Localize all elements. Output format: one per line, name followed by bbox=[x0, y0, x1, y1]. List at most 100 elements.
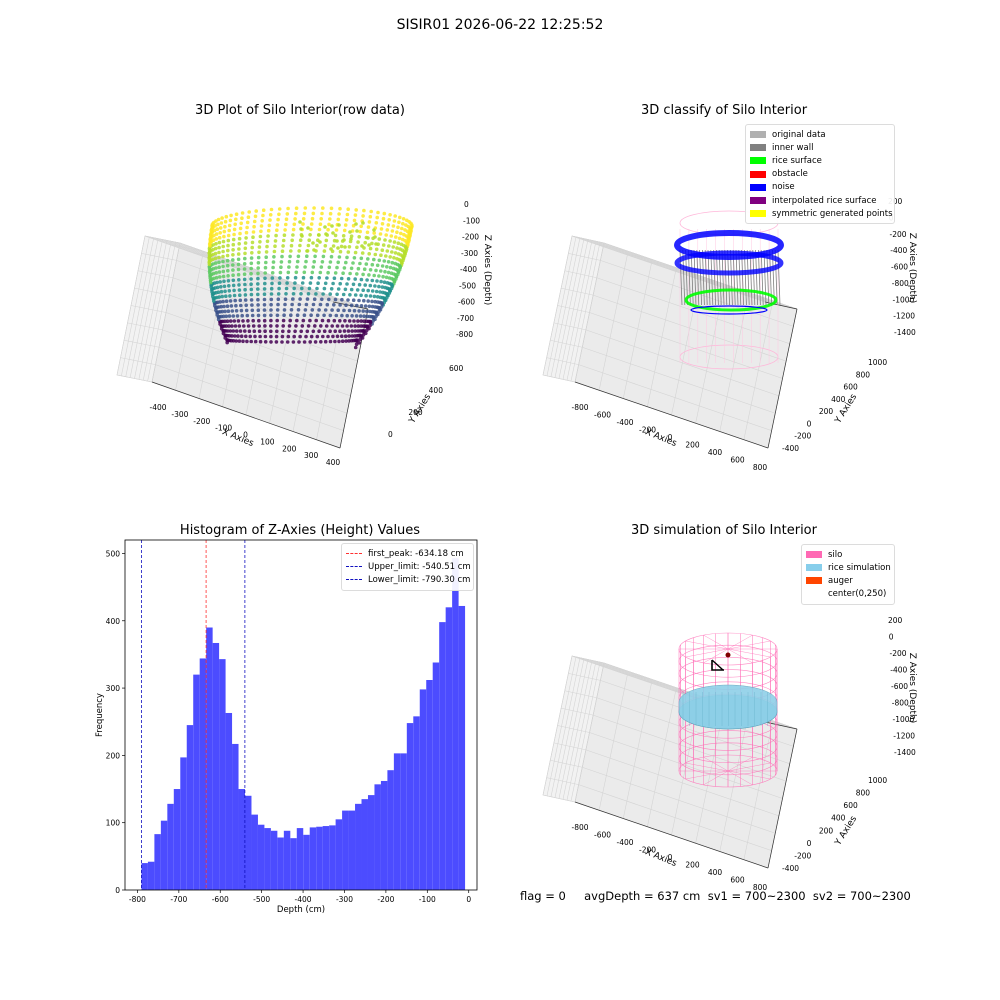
data-point bbox=[366, 299, 371, 303]
data-point bbox=[370, 289, 375, 293]
histogram-bar bbox=[283, 830, 291, 890]
x-tick-label: 200 bbox=[685, 441, 700, 450]
data-point bbox=[244, 308, 249, 313]
data-point bbox=[308, 340, 313, 344]
data-point bbox=[340, 334, 344, 339]
legend-swatch bbox=[806, 564, 822, 572]
data-point bbox=[371, 319, 375, 323]
data-point bbox=[250, 240, 255, 245]
data-point bbox=[272, 249, 277, 254]
data-point bbox=[361, 309, 366, 313]
grid-line bbox=[564, 690, 597, 699]
data-point bbox=[231, 253, 235, 257]
data-point bbox=[212, 299, 216, 303]
data-point bbox=[283, 297, 288, 302]
data-point bbox=[338, 206, 342, 211]
histogram-bar bbox=[426, 680, 433, 890]
data-point bbox=[374, 247, 379, 252]
grid-line bbox=[593, 294, 787, 362]
data-point bbox=[306, 324, 311, 328]
data-point bbox=[295, 265, 299, 269]
inner-wall-points bbox=[699, 249, 702, 306]
data-point bbox=[265, 239, 270, 244]
legend-swatch bbox=[750, 170, 766, 178]
inner-wall-points bbox=[760, 249, 764, 306]
histogram-bar bbox=[342, 810, 349, 890]
data-point bbox=[387, 218, 392, 222]
data-point bbox=[355, 288, 360, 292]
data-point bbox=[255, 287, 260, 291]
data-point bbox=[302, 211, 307, 216]
data-point bbox=[254, 209, 258, 213]
data-point bbox=[364, 293, 368, 298]
data-point bbox=[293, 217, 297, 221]
data-point bbox=[290, 302, 294, 307]
data-point bbox=[366, 288, 371, 293]
data-point bbox=[225, 263, 230, 268]
y-tick-label: 600 bbox=[843, 383, 858, 392]
data-point bbox=[218, 226, 223, 230]
data-point bbox=[354, 208, 359, 212]
data-point bbox=[293, 275, 298, 280]
y-tick-label: 400 bbox=[831, 814, 846, 823]
data-point bbox=[326, 270, 330, 275]
data-point bbox=[245, 225, 249, 230]
data-point bbox=[389, 271, 394, 276]
data-point bbox=[234, 217, 238, 222]
data-point bbox=[209, 230, 214, 234]
legend-item: symmetric generated points bbox=[750, 207, 893, 220]
data-point bbox=[242, 272, 247, 277]
data-point bbox=[256, 255, 261, 260]
data-point bbox=[379, 227, 384, 231]
data-point bbox=[221, 244, 225, 249]
x-tick-label: -800 bbox=[129, 895, 146, 904]
data-point bbox=[243, 246, 248, 251]
data-point bbox=[234, 339, 239, 343]
data-point bbox=[344, 218, 349, 222]
data-point bbox=[346, 250, 351, 254]
data-point bbox=[353, 345, 358, 350]
data-point bbox=[363, 304, 368, 308]
legend-label: noise bbox=[772, 182, 795, 193]
data-point bbox=[233, 324, 238, 328]
data-point bbox=[306, 243, 311, 248]
data-point bbox=[223, 336, 227, 340]
x-tick-label: -800 bbox=[571, 403, 588, 412]
data-point bbox=[222, 304, 226, 309]
data-point bbox=[302, 270, 307, 275]
data-point bbox=[377, 258, 382, 263]
data-point bbox=[361, 214, 365, 218]
panel4-legend: silo rice simulation auger center(0,250) bbox=[801, 544, 895, 605]
y-tick-label: 1000 bbox=[868, 358, 887, 367]
grid-line bbox=[116, 235, 146, 376]
data-point bbox=[221, 264, 225, 269]
data-point bbox=[291, 297, 295, 301]
histogram-bar bbox=[193, 674, 200, 890]
data-point bbox=[243, 251, 247, 256]
data-point bbox=[338, 319, 342, 323]
data-point bbox=[296, 308, 301, 312]
silo-spoke bbox=[703, 756, 729, 772]
data-point bbox=[322, 249, 327, 253]
data-point bbox=[378, 290, 382, 294]
data-point bbox=[243, 241, 248, 245]
data-point bbox=[313, 324, 317, 328]
z-tick-label: -200 bbox=[890, 230, 907, 239]
x-tick-label: -300 bbox=[336, 895, 353, 904]
data-point bbox=[226, 248, 230, 253]
data-point bbox=[285, 281, 289, 285]
data-point bbox=[395, 257, 399, 261]
data-point bbox=[269, 207, 274, 212]
data-point bbox=[210, 225, 215, 230]
data-point bbox=[230, 309, 235, 313]
data-point bbox=[400, 237, 405, 242]
data-point bbox=[318, 240, 322, 244]
data-point bbox=[262, 313, 267, 318]
data-point bbox=[259, 229, 263, 234]
grid-line bbox=[575, 236, 770, 304]
data-point bbox=[338, 303, 342, 307]
data-point bbox=[332, 276, 337, 281]
histogram-bar bbox=[296, 828, 304, 890]
data-point bbox=[300, 234, 304, 238]
data-point bbox=[401, 221, 405, 226]
